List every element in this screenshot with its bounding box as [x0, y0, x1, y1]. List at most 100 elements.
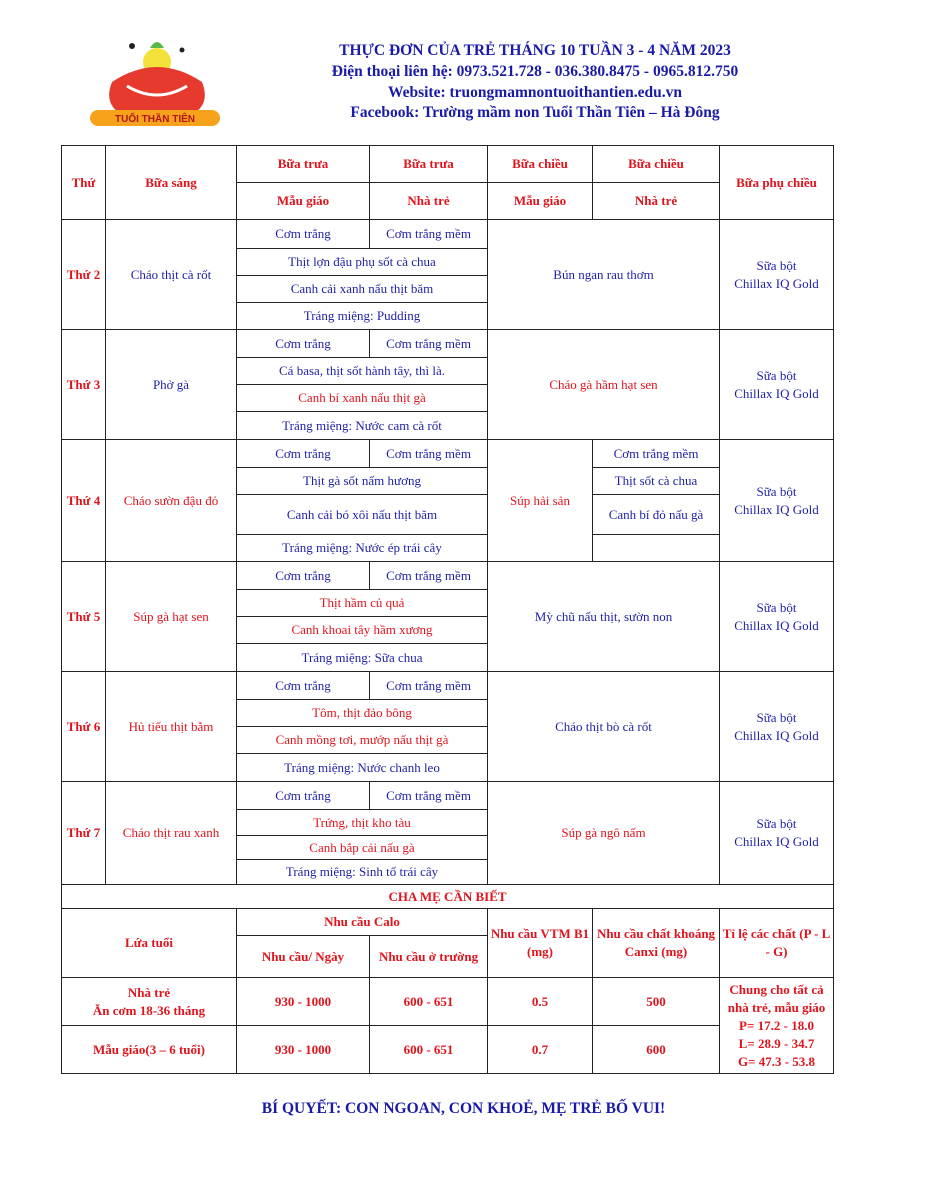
- snack-cell-line: Chillax IQ Gold: [734, 501, 819, 517]
- header-lunch-nt: Bữa trưa: [369, 145, 488, 183]
- snack-cell-line: Sữa bột: [756, 599, 797, 615]
- day-label: Thứ 7: [61, 781, 106, 885]
- header-snack: Bữa phụ chiều: [719, 145, 834, 220]
- breakfast-cell: Cháo thịt cà rốt: [105, 219, 237, 330]
- afternoon-nursery-item: Canh bí đỏ nấu gà: [592, 494, 720, 535]
- lunch-item: Tráng miệng: Pudding: [236, 302, 488, 330]
- menu-table: Thứ Bữa sáng Bữa trưa Bữa trưa Bữa chiều Bữa …: [61, 145, 834, 1074]
- calo-per-day: 930 - 1000: [236, 1025, 370, 1074]
- afternoon-nursery-item: Thịt sốt cà chua: [592, 467, 720, 495]
- header-afternoon-nt: Bữa chiều: [592, 145, 720, 183]
- ratio-values-line: Chung cho tất cả nhà trẻ, mẫu giáo: [727, 981, 826, 1015]
- lunch-item: Thịt lợn đậu phụ sốt cà chua: [236, 248, 488, 276]
- day-label: Thứ 3: [61, 329, 106, 440]
- lunch-item: Cá basa, thịt sốt hành tây, thì là.: [236, 357, 488, 385]
- at-school-header: Nhu cầu ở trường: [369, 935, 488, 978]
- afternoon-cell: Súp gà ngô nấm: [487, 781, 720, 885]
- snack-cell: Sữa bột Chillax IQ Gold: [719, 671, 834, 782]
- breakfast-cell: Cháo thịt rau xanh: [105, 781, 237, 885]
- snack-cell-line: Chillax IQ Gold: [734, 617, 819, 633]
- lunch-item: Tôm, thịt đảo bông: [236, 699, 488, 727]
- breakfast-cell: Súp gà hạt sen: [105, 561, 237, 672]
- canxi-header: Nhu cầu chất khoáng Canxi (mg): [592, 908, 720, 978]
- snack-cell-line: Sữa bột: [756, 367, 797, 383]
- afternoon-nursery-item: [592, 534, 720, 562]
- lunch-item: Canh cải bó xôi nấu thịt băm: [236, 494, 488, 535]
- calo-header: Nhu cầu Calo: [236, 908, 488, 936]
- header-lunch-mg: Bữa trưa: [236, 145, 370, 183]
- day-label: Thứ 2: [61, 219, 106, 330]
- school-logo: TUỔI THẦN TIÊN: [90, 42, 220, 126]
- lunch-rice-nursery: Cơm trắng mềm: [369, 329, 488, 358]
- menu-title: THỰC ĐƠN CỦA TRẺ THÁNG 10 TUẦN 3 - 4 NĂM…: [339, 42, 731, 59]
- day-label: Thứ 5: [61, 561, 106, 672]
- snack-cell: Sữa bột Chillax IQ Gold: [719, 329, 834, 440]
- lunch-item: Tráng miệng: Nước ép trái cây: [236, 534, 488, 562]
- svg-text:TUỔI THẦN TIÊN: TUỔI THẦN TIÊN: [115, 112, 195, 125]
- lunch-item: Canh khoai tây hầm xương: [236, 616, 488, 644]
- header-kindergarten: Mẫu giáo: [487, 182, 593, 220]
- lunch-rice-nursery: Cơm trắng mềm: [369, 781, 488, 810]
- age-group-line: Ăn cơm 18-36 tháng: [92, 1002, 206, 1018]
- age-group: Mẫu giáo(3 – 6 tuổi): [61, 1025, 237, 1074]
- ratio-values-line: G= 47.3 - 53.8: [737, 1053, 816, 1069]
- canxi: 600: [592, 1025, 720, 1074]
- snack-cell-line: Chillax IQ Gold: [734, 834, 819, 849]
- lunch-item: Tráng miệng: Sữa chua: [236, 643, 488, 672]
- lunch-item: Thịt hầm củ quả: [236, 589, 488, 617]
- lunch-item: Canh bắp cải nấu gà: [236, 835, 488, 860]
- lunch-item: Canh cải xanh nấu thịt băm: [236, 275, 488, 303]
- calo-at-school: 600 - 651: [369, 977, 488, 1026]
- ratio-values: Chung cho tất cả nhà trẻ, mẫu giáo P= 17.…: [719, 977, 834, 1074]
- lunch-rice-kindergarten: Cơm trắng: [236, 219, 370, 249]
- afternoon-cell: Bún ngan rau thơm: [487, 219, 720, 330]
- lunch-rice-nursery: Cơm trắng mềm: [369, 561, 488, 590]
- snack-cell-line: Chillax IQ Gold: [734, 275, 819, 291]
- age-group-line: Mẫu giáo(3 – 6 tuổi): [93, 1041, 205, 1057]
- snack-cell: Sữa bột Chillax IQ Gold: [719, 781, 834, 885]
- lunch-item: Tráng miệng: Nước chanh leo: [236, 753, 488, 782]
- lunch-rice-kindergarten: Cơm trắng: [236, 781, 370, 810]
- lunch-rice-nursery: Cơm trắng mềm: [369, 219, 488, 249]
- lunch-rice-nursery: Cơm trắng mềm: [369, 439, 488, 468]
- vtm-header: Nhu cầu VTM B1 (mg): [487, 908, 593, 978]
- website-line: Website: truongmamnontuoithantien.edu.vn: [387, 84, 683, 101]
- snack-cell-line: Sữa bột: [756, 816, 797, 831]
- age-header: Lứa tuổi: [61, 908, 237, 978]
- snack-cell-line: Sữa bột: [756, 709, 797, 725]
- lunch-rice-kindergarten: Cơm trắng: [236, 561, 370, 590]
- snack-cell-line: Sữa bột: [756, 483, 797, 499]
- day-label: Thứ 4: [61, 439, 106, 562]
- snack-cell: Sữa bột Chillax IQ Gold: [719, 439, 834, 562]
- lunch-rice-kindergarten: Cơm trắng: [236, 329, 370, 358]
- lunch-item: Canh bí xanh nấu thịt gà: [236, 384, 488, 412]
- header-nursery: Nhà trẻ: [369, 182, 488, 220]
- ratio-values-line: L= 28.9 - 34.7: [738, 1035, 815, 1051]
- lunch-item: Canh mồng tơi, mướp nấu thịt gà: [236, 726, 488, 754]
- vtm-b1: 0.7: [487, 1025, 593, 1074]
- breakfast-cell: Cháo sườn đậu đỏ: [105, 439, 237, 562]
- parents-title: CHA MẸ CẦN BIẾT: [61, 884, 834, 909]
- afternoon-nursery-item: Cơm trắng mềm: [592, 439, 720, 468]
- snack-cell: Sữa bột Chillax IQ Gold: [719, 219, 834, 330]
- age-group: Nhà trẻ Ăn cơm 18-36 tháng: [61, 977, 237, 1026]
- lunch-item: Thịt gà sốt nấm hương: [236, 467, 488, 495]
- header-kindergarten: Mẫu giáo: [236, 182, 370, 220]
- lunch-rice-kindergarten: Cơm trắng: [236, 671, 370, 700]
- facebook-line: Facebook: Trường mầm non Tuổi Thần Tiên …: [350, 104, 720, 121]
- per-day-header: Nhu cầu/ Ngày: [236, 935, 370, 978]
- footer-slogan: BÍ QUYẾT: CON NGOAN, CON KHOẺ, MẸ TRẺ BỐ…: [261, 1100, 666, 1117]
- snack-cell-line: Chillax IQ Gold: [734, 385, 819, 401]
- lunch-item: Tráng miệng: Sinh tố trái cây: [236, 859, 488, 885]
- lunch-item: Trứng, thịt kho tàu: [236, 809, 488, 836]
- day-label: Thứ 6: [61, 671, 106, 782]
- snack-cell-line: Sữa bột: [756, 257, 797, 273]
- header-breakfast: Bữa sáng: [105, 145, 237, 220]
- age-group-line: Nhà trẻ: [127, 984, 171, 1000]
- afternoon-cell: Mỳ chũ nấu thịt, sườn non: [487, 561, 720, 672]
- snack-cell: Sữa bột Chillax IQ Gold: [719, 561, 834, 672]
- ratio-header: Tỉ lệ các chất (P - L - G): [719, 908, 834, 978]
- afternoon-kindergarten: Súp hải sản: [487, 439, 593, 562]
- header-afternoon-mg: Bữa chiều: [487, 145, 593, 183]
